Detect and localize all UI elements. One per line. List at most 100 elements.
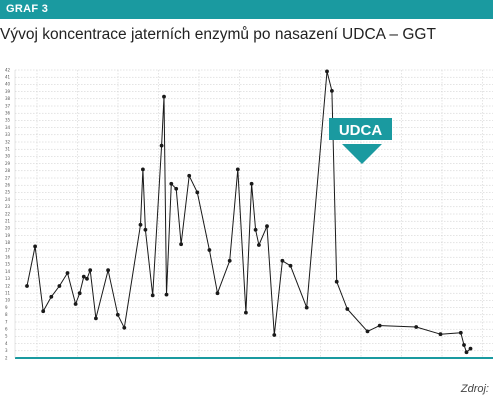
- y-tick-label: 23: [5, 204, 11, 209]
- chart-title: Vývoj koncentrace jaterních enzymů po na…: [0, 26, 436, 43]
- y-tick-label: 35: [5, 118, 11, 123]
- y-tick-label: 9: [5, 305, 8, 310]
- data-point: [253, 227, 258, 232]
- y-tick-label: 16: [5, 255, 11, 260]
- data-point: [272, 333, 277, 337]
- source-label: Zdroj:: [460, 383, 489, 395]
- data-point: [57, 284, 62, 288]
- data-point: [377, 323, 382, 328]
- data-point: [33, 244, 37, 249]
- y-tick-label: 3: [5, 348, 8, 353]
- y-tick-label: 42: [5, 67, 11, 72]
- y-tick-label: 2: [5, 355, 8, 360]
- data-point: [143, 227, 148, 232]
- y-tick-label: 20: [5, 226, 11, 231]
- data-point: [458, 330, 463, 335]
- y-tick-label: 13: [5, 276, 11, 281]
- data-point: [65, 271, 70, 275]
- graf-label: GRAF 3: [6, 3, 49, 15]
- series-line: [26, 70, 471, 353]
- y-tick-label: 41: [5, 75, 11, 80]
- y-tick-label: 8: [5, 312, 8, 317]
- y-tick-label: 32: [5, 139, 11, 144]
- data-point: [334, 279, 339, 284]
- y-tick-label: 37: [5, 103, 11, 108]
- data-point: [215, 291, 220, 296]
- y-axis: 2345678910111213141516171819202122232425…: [5, 67, 493, 360]
- y-tick-label: 30: [5, 154, 11, 159]
- data-point: [106, 268, 110, 273]
- data-point: [179, 242, 184, 247]
- y-tick-label: 19: [5, 233, 11, 238]
- y-tick-label: 31: [5, 147, 11, 152]
- data-point: [244, 310, 248, 315]
- data-point: [41, 309, 46, 314]
- data-point: [304, 305, 309, 310]
- y-tick-label: 33: [5, 132, 11, 137]
- data-point: [414, 325, 419, 329]
- data-point: [464, 350, 469, 355]
- data-point: [138, 222, 143, 227]
- data-point: [187, 173, 192, 178]
- y-tick-label: 40: [5, 82, 11, 87]
- data-point: [141, 167, 145, 172]
- data-point: [77, 291, 82, 296]
- data-point: [174, 186, 179, 191]
- udca-annotation: UDCA: [329, 118, 392, 164]
- udca-arrow: [342, 144, 382, 164]
- data-point: [365, 329, 370, 334]
- data-point: [164, 292, 169, 297]
- data-point: [25, 284, 29, 288]
- y-tick-label: 14: [5, 269, 11, 274]
- y-tick-label: 5: [5, 334, 8, 339]
- y-tick-label: 11: [5, 291, 11, 296]
- y-tick-label: 21: [5, 219, 11, 224]
- data-point: [265, 224, 269, 229]
- data-point: [288, 263, 293, 268]
- data-point: [280, 258, 285, 263]
- y-tick-label: 25: [5, 190, 11, 195]
- data-point: [345, 307, 350, 311]
- data-point: [249, 181, 254, 186]
- y-tick-label: 34: [5, 125, 11, 130]
- data-point: [330, 89, 334, 93]
- y-tick-label: 7: [5, 319, 8, 324]
- y-tick-label: 24: [5, 197, 11, 202]
- data-point: [462, 343, 466, 347]
- data-point: [235, 167, 240, 172]
- y-tick-label: 39: [5, 89, 11, 94]
- y-tick-label: 4: [5, 341, 8, 346]
- data-point: [85, 276, 89, 281]
- data-point: [468, 346, 473, 351]
- data-point: [207, 248, 212, 252]
- y-tick-label: 29: [5, 161, 11, 166]
- data-point: [257, 243, 261, 247]
- data-point: [325, 69, 329, 74]
- y-tick-label: 17: [5, 247, 11, 252]
- data-point: [94, 316, 98, 321]
- series-ggt: [25, 69, 473, 355]
- y-tick-label: 12: [5, 283, 11, 288]
- data-point: [49, 294, 54, 299]
- y-tick-label: 27: [5, 175, 11, 180]
- udca-label: UDCA: [339, 122, 382, 139]
- data-point: [438, 332, 443, 337]
- data-point: [169, 181, 174, 186]
- data-point: [227, 258, 232, 263]
- y-tick-label: 18: [5, 240, 11, 245]
- graf-header: GRAF 3: [0, 0, 493, 19]
- y-tick-label: 15: [5, 262, 11, 267]
- y-tick-label: 22: [5, 211, 11, 216]
- data-point: [81, 274, 86, 279]
- y-tick-label: 28: [5, 168, 11, 173]
- y-tick-label: 6: [5, 327, 8, 332]
- data-point: [162, 94, 166, 99]
- chart-grid: [15, 69, 493, 358]
- udca-badge: [329, 118, 392, 140]
- y-tick-label: 38: [5, 96, 11, 101]
- data-point: [159, 143, 164, 148]
- y-tick-label: 10: [5, 298, 11, 303]
- data-point: [115, 312, 120, 317]
- data-point: [150, 293, 155, 298]
